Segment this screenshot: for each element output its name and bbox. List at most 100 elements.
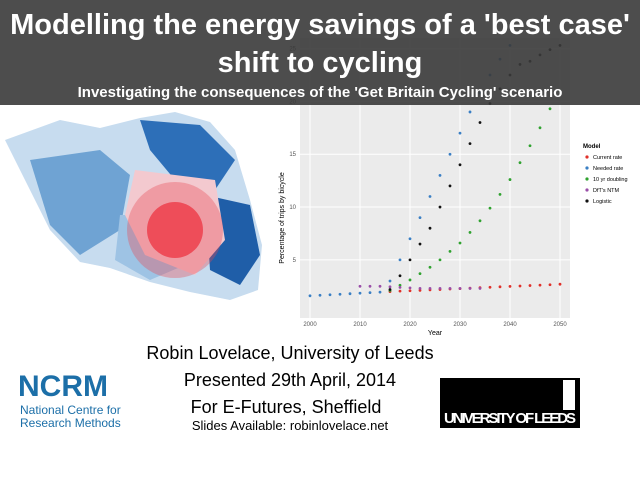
point: [498, 285, 502, 289]
point: [448, 287, 452, 290]
point: [438, 287, 442, 290]
leeds-logo: UNIVERSITY OF LEEDS: [440, 378, 580, 428]
point: [418, 287, 422, 290]
point: [358, 291, 362, 295]
point: [408, 278, 412, 282]
slide-title: Modelling the energy savings of a 'best …: [10, 9, 630, 79]
x-tick-label: 2020: [403, 322, 417, 328]
point: [478, 219, 482, 223]
point: [408, 237, 412, 241]
point: [418, 272, 422, 276]
presented: Presented 29th April, 2014: [183, 370, 397, 390]
point: [378, 290, 382, 294]
ncrm-line: National Centre for: [20, 403, 121, 417]
author: Robin Lovelace, University of Leeds: [146, 343, 434, 363]
point: [468, 110, 472, 114]
x-tick-label: 2040: [503, 322, 517, 328]
point: [328, 293, 332, 297]
point: [388, 279, 392, 283]
point: [318, 293, 322, 297]
point: [558, 282, 562, 286]
point: [478, 287, 482, 290]
point: [468, 142, 472, 146]
point: [358, 284, 362, 288]
point: [428, 195, 432, 198]
point: [398, 274, 402, 278]
legend-swatch: [585, 155, 589, 159]
point: [408, 258, 412, 262]
logo-tower: [563, 380, 575, 410]
point: [388, 288, 392, 291]
map-hotspot: [127, 182, 223, 278]
point: [478, 121, 482, 124]
y-tick-label: 5: [293, 258, 297, 264]
point: [448, 250, 452, 253]
point: [438, 205, 442, 209]
legend-label: DfT's NTM: [593, 188, 620, 194]
point: [498, 192, 502, 196]
point: [408, 286, 412, 290]
logo-background: [440, 378, 580, 428]
x-tick-label: 2010: [353, 322, 367, 328]
point: [398, 285, 402, 289]
point: [538, 283, 542, 287]
y-axis-label: Percentage of trips by bicycle: [279, 172, 286, 264]
ncrm-line: Research Methods: [20, 416, 121, 430]
ncrm-logo-text: NCRM: [18, 370, 108, 403]
point: [508, 178, 512, 181]
legend-title: Model: [583, 144, 601, 150]
point: [408, 289, 412, 293]
event: For E-Futures, Sheffield: [190, 397, 382, 417]
x-axis-label: Year: [428, 330, 443, 337]
y-tick-label: 15: [289, 152, 296, 158]
point: [468, 287, 472, 290]
point: [338, 292, 342, 296]
point: [488, 285, 492, 289]
slides-link: Slides Available: robinlovelace.net: [191, 418, 389, 433]
point: [528, 284, 532, 287]
point: [458, 287, 462, 290]
point: [368, 291, 372, 295]
x-tick-label: 2030: [453, 322, 467, 328]
title-bar: [0, 0, 640, 105]
point: [438, 258, 442, 262]
ncrm-logo: NCRM National Centre for Research Method…: [18, 370, 121, 430]
y-tick-label: 10: [289, 205, 296, 211]
point: [438, 173, 442, 177]
legend-swatch: [585, 188, 589, 192]
point: [378, 284, 382, 288]
point: [458, 163, 462, 167]
point: [488, 206, 492, 210]
point: [398, 289, 402, 293]
point: [508, 285, 512, 288]
slide-subtitle: Investigating the consequences of the 'G…: [77, 84, 563, 101]
point: [458, 241, 462, 245]
point: [388, 285, 392, 289]
legend-swatch: [585, 166, 589, 170]
legend-swatch: [585, 177, 589, 181]
point: [428, 265, 432, 269]
point: [538, 126, 542, 130]
legend-label: Current rate: [593, 155, 622, 161]
point: [528, 144, 532, 148]
point: [458, 131, 462, 135]
point: [518, 284, 522, 288]
point: [368, 284, 372, 288]
x-tick-label: 2000: [303, 322, 317, 328]
map-region: [140, 120, 235, 190]
legend-swatch: [585, 199, 589, 203]
map-region: [30, 150, 130, 255]
point: [448, 184, 452, 188]
point: [448, 152, 452, 156]
point: [428, 287, 432, 290]
point: [468, 231, 472, 234]
point: [418, 216, 422, 220]
point: [548, 107, 552, 111]
legend-label: Needed rate: [593, 166, 623, 172]
x-tick-label: 2050: [553, 322, 567, 328]
point: [348, 292, 352, 296]
point: [518, 161, 522, 165]
map-hotspot: [147, 202, 203, 258]
